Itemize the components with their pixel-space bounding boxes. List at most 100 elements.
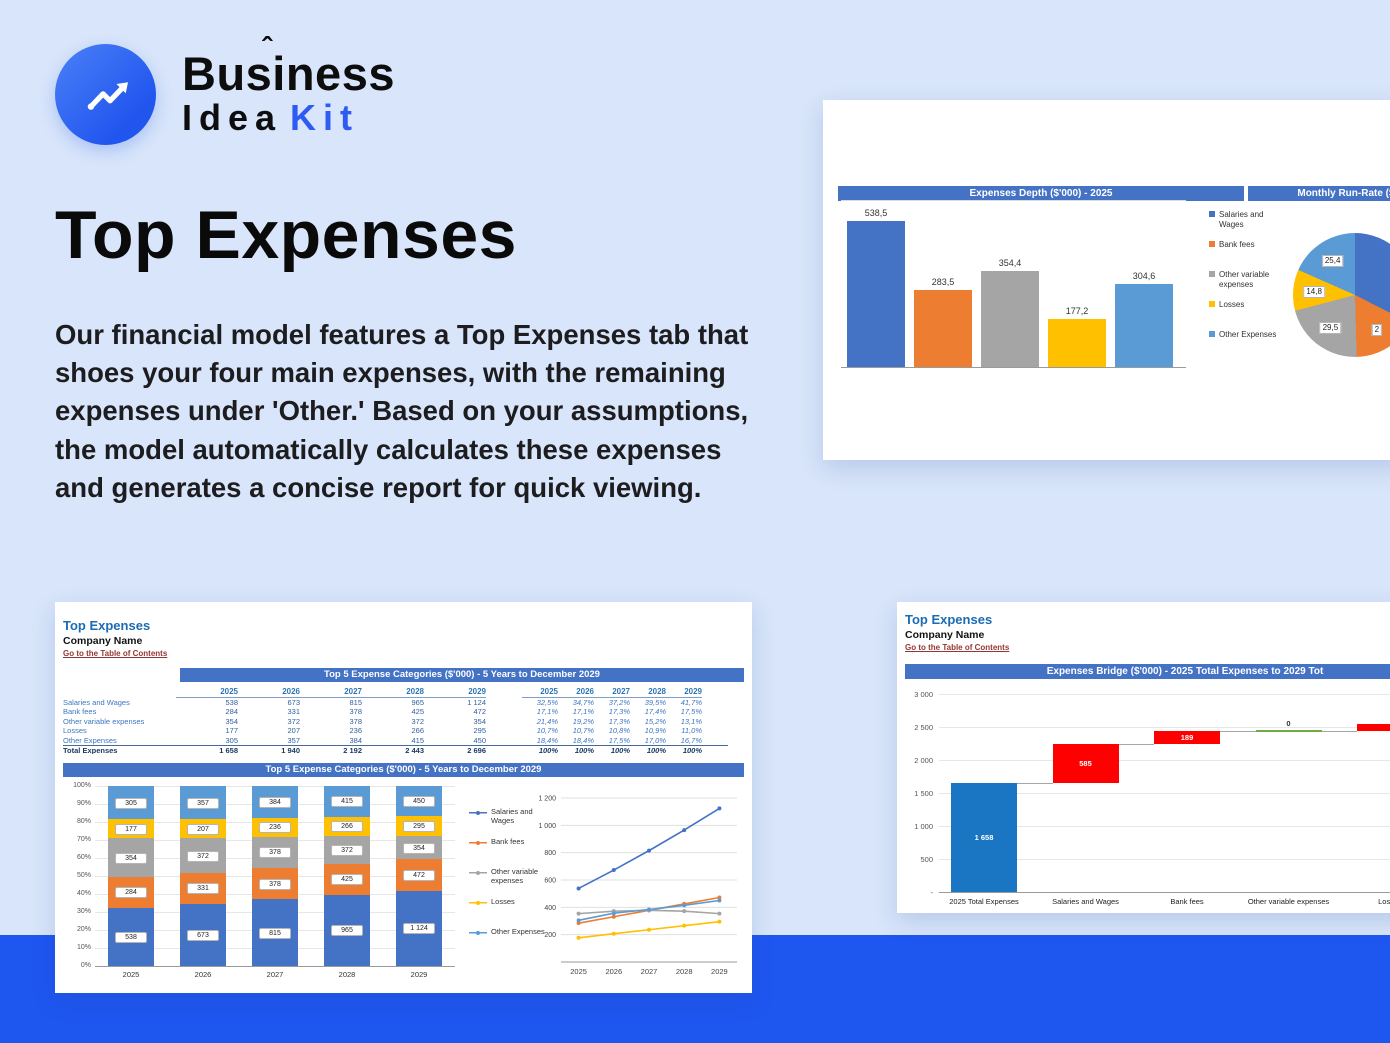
cell-pct: 15,2% [644,716,666,726]
year-header-pct: 2029 [666,686,702,698]
cell-value: 354 [473,716,486,726]
column-gap [486,698,522,707]
bar-value-label: 177,2 [1065,305,1089,316]
svg-text:2026: 2026 [605,967,622,976]
cell-pct: 18,4% [536,735,558,745]
segment-label: 538 [115,931,147,943]
column-gap [486,707,522,716]
cell-pct: 17,3% [608,716,630,726]
row-label: Total Expenses [63,745,118,755]
legend-label: Other Expenses [491,927,545,936]
table-row: Salaries and Wages 538 673 815 965 1 124 32,5%… [63,698,728,707]
column-gap [486,686,522,698]
row-label: Losses [63,726,87,736]
svg-text:1 000: 1 000 [538,823,556,830]
cell-value: 472 [473,707,486,717]
x-tick-label: 2025 Total Expenses [949,897,1019,906]
legend-label: Other Expenses [1219,330,1277,339]
segment-label: 415 [331,796,363,808]
waterfall-bar [1255,730,1322,733]
y-tick-label: 90% [76,800,91,807]
waterfall-bar [1052,743,1119,783]
legend-label: Other variable expenses [491,867,539,885]
depth-bar-1 [847,220,905,367]
cell-value: 331 [287,707,300,717]
toc-link-bridge[interactable]: Go to the Table of Contents [905,643,1010,652]
x-axis [95,966,455,967]
segment-label: 295 [403,820,435,832]
year-header-pct: 2028 [630,686,666,698]
depth-bar-3 [981,270,1039,367]
cell-value: 2 192 [343,745,362,755]
row-label: Other Expenses [63,735,117,745]
svg-text:800: 800 [544,850,556,857]
cell-pct: 10,7% [572,726,594,736]
legend-dot-icon [476,870,480,875]
year-header: 2026 [238,686,300,698]
gridline [939,793,1390,794]
cell-value: 372 [411,716,424,726]
cell-value: 372 [287,716,300,726]
bar-value-label: 304,6 [1132,271,1156,282]
x-tick-label: 2027 [266,970,284,979]
legend-dot-icon [476,810,480,815]
line-chart: 1 200 1 000 800 600 400 200 2025 2026 2027 2028 20… [523,790,751,992]
toc-link[interactable]: Go to the Table of Contents [63,649,168,658]
table-row: Losses 177 207 236 266 295 10,7% 10,7% 10,8% 10,9… [63,726,728,735]
cell-value: 207 [287,726,300,736]
segment-label: 331 [187,883,219,895]
cell-value: 538 [225,698,238,707]
logo-word-business: Business ˆ [182,34,395,98]
cell-pct: 17,0% [644,735,666,745]
column-gap [486,726,522,735]
cell-value: 673 [287,698,300,707]
cell-pct: 100% [610,745,630,755]
segment-label: 1 124 [403,923,435,935]
pie-value-label: 25,4 [1321,254,1344,267]
y-tick-label: 0% [80,962,91,969]
year-header: 2027 [300,686,362,698]
column-gap [486,717,522,726]
y-tick-label: 10% [76,944,91,951]
legend-label: Salaries and Wages [491,807,533,825]
segment-label: 354 [403,842,435,854]
cell-value: 236 [349,726,362,736]
legend-line-marker-icon [469,838,487,847]
segment-label: 284 [115,887,147,899]
y-tick-label: 1 000 [914,822,933,831]
y-tick-label: 40% [76,890,91,897]
bar-label: 1 658 [974,832,994,842]
row-label: Salaries and Wages [63,698,130,707]
year-header: 2025 [176,686,238,698]
page-description: Our financial model features a Top Expen… [55,319,749,503]
cell-value: 1 658 [219,745,238,755]
legend-line-marker-icon [469,928,487,937]
svg-text:600: 600 [544,878,556,885]
row-label: Bank fees [63,707,97,717]
y-tick-label: 3 000 [914,690,933,699]
segment-label: 815 [259,927,291,939]
row-label: Other variable expenses [63,716,145,726]
column-gap [486,746,522,754]
bar-value-label: 354,4 [998,257,1022,268]
depth-banner: Expenses Depth ($'000) - 2025 [838,186,1244,201]
cell-value: 305 [225,735,238,745]
svg-text:2025: 2025 [570,967,587,976]
year-header-pct: 2026 [558,686,594,698]
segment-label: 305 [115,797,147,809]
segment-label: 177 [115,823,147,835]
cell-pct: 11,0% [681,726,702,736]
svg-text:400: 400 [544,905,556,912]
chart-banner: Top 5 Expense Categories ($'000) - 5 Yea… [63,763,744,777]
gridline [939,826,1390,827]
bar-label: 0 [1286,719,1291,729]
svg-text:200: 200 [544,932,556,939]
report-card: Top Expenses Company Name Go to the Tabl… [55,602,752,993]
x-tick-label: 2028 [338,970,356,979]
svg-text:1 200: 1 200 [538,796,556,803]
cell-pct: 10,9% [644,726,666,736]
logo[interactable]: Business ˆ Idea Kit [55,34,395,145]
cell-value: 2 696 [467,745,486,755]
x-tick-label: 2029 [410,970,428,979]
